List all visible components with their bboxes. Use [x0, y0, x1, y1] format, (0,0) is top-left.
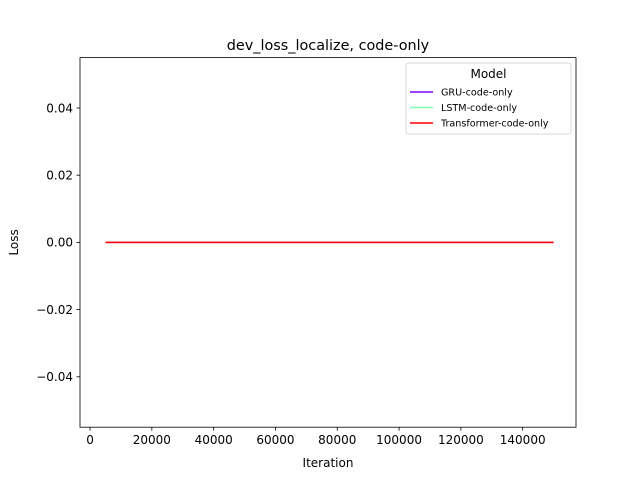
x-tick-label: 0 — [86, 433, 94, 447]
x-tick-label: 20000 — [133, 433, 171, 447]
chart-title: dev_loss_localize, code-only — [227, 38, 430, 54]
legend-entry-label: LSTM-code-only — [441, 103, 517, 114]
x-axis-ticks: 0 20000 40000 60000 80000 100000 120000 140000 — [86, 427, 546, 447]
legend-entry-label: GRU-code-only — [441, 88, 513, 99]
y-tick-label: 0.02 — [46, 169, 73, 183]
x-tick-label: 100000 — [376, 433, 422, 447]
x-tick-label: 120000 — [438, 433, 484, 447]
y-axis-label: Loss — [7, 229, 21, 255]
y-axis-ticks: −0.04 −0.02 0.00 0.02 0.04 — [36, 101, 80, 384]
x-tick-label: 40000 — [195, 433, 233, 447]
y-tick-label: 0.04 — [46, 101, 73, 115]
x-tick-label: 60000 — [256, 433, 294, 447]
x-tick-label: 140000 — [500, 433, 546, 447]
legend-title: Model — [470, 67, 506, 81]
legend-box — [405, 62, 572, 135]
plot-area-frame — [79, 57, 577, 428]
y-tick-label: −0.02 — [36, 303, 73, 317]
x-tick-label: 80000 — [318, 433, 356, 447]
x-axis-label: Iteration — [303, 456, 354, 470]
legend: Model GRU-code-only LSTM-code-only Transfo… — [405, 62, 572, 135]
legend-entry-label: Transformer-code-only — [440, 119, 549, 130]
y-tick-label: −0.04 — [36, 370, 73, 384]
legend-entries: GRU-code-only LSTM-code-only Transformer-c… — [410, 88, 549, 130]
y-tick-label: 0.00 — [46, 236, 73, 250]
